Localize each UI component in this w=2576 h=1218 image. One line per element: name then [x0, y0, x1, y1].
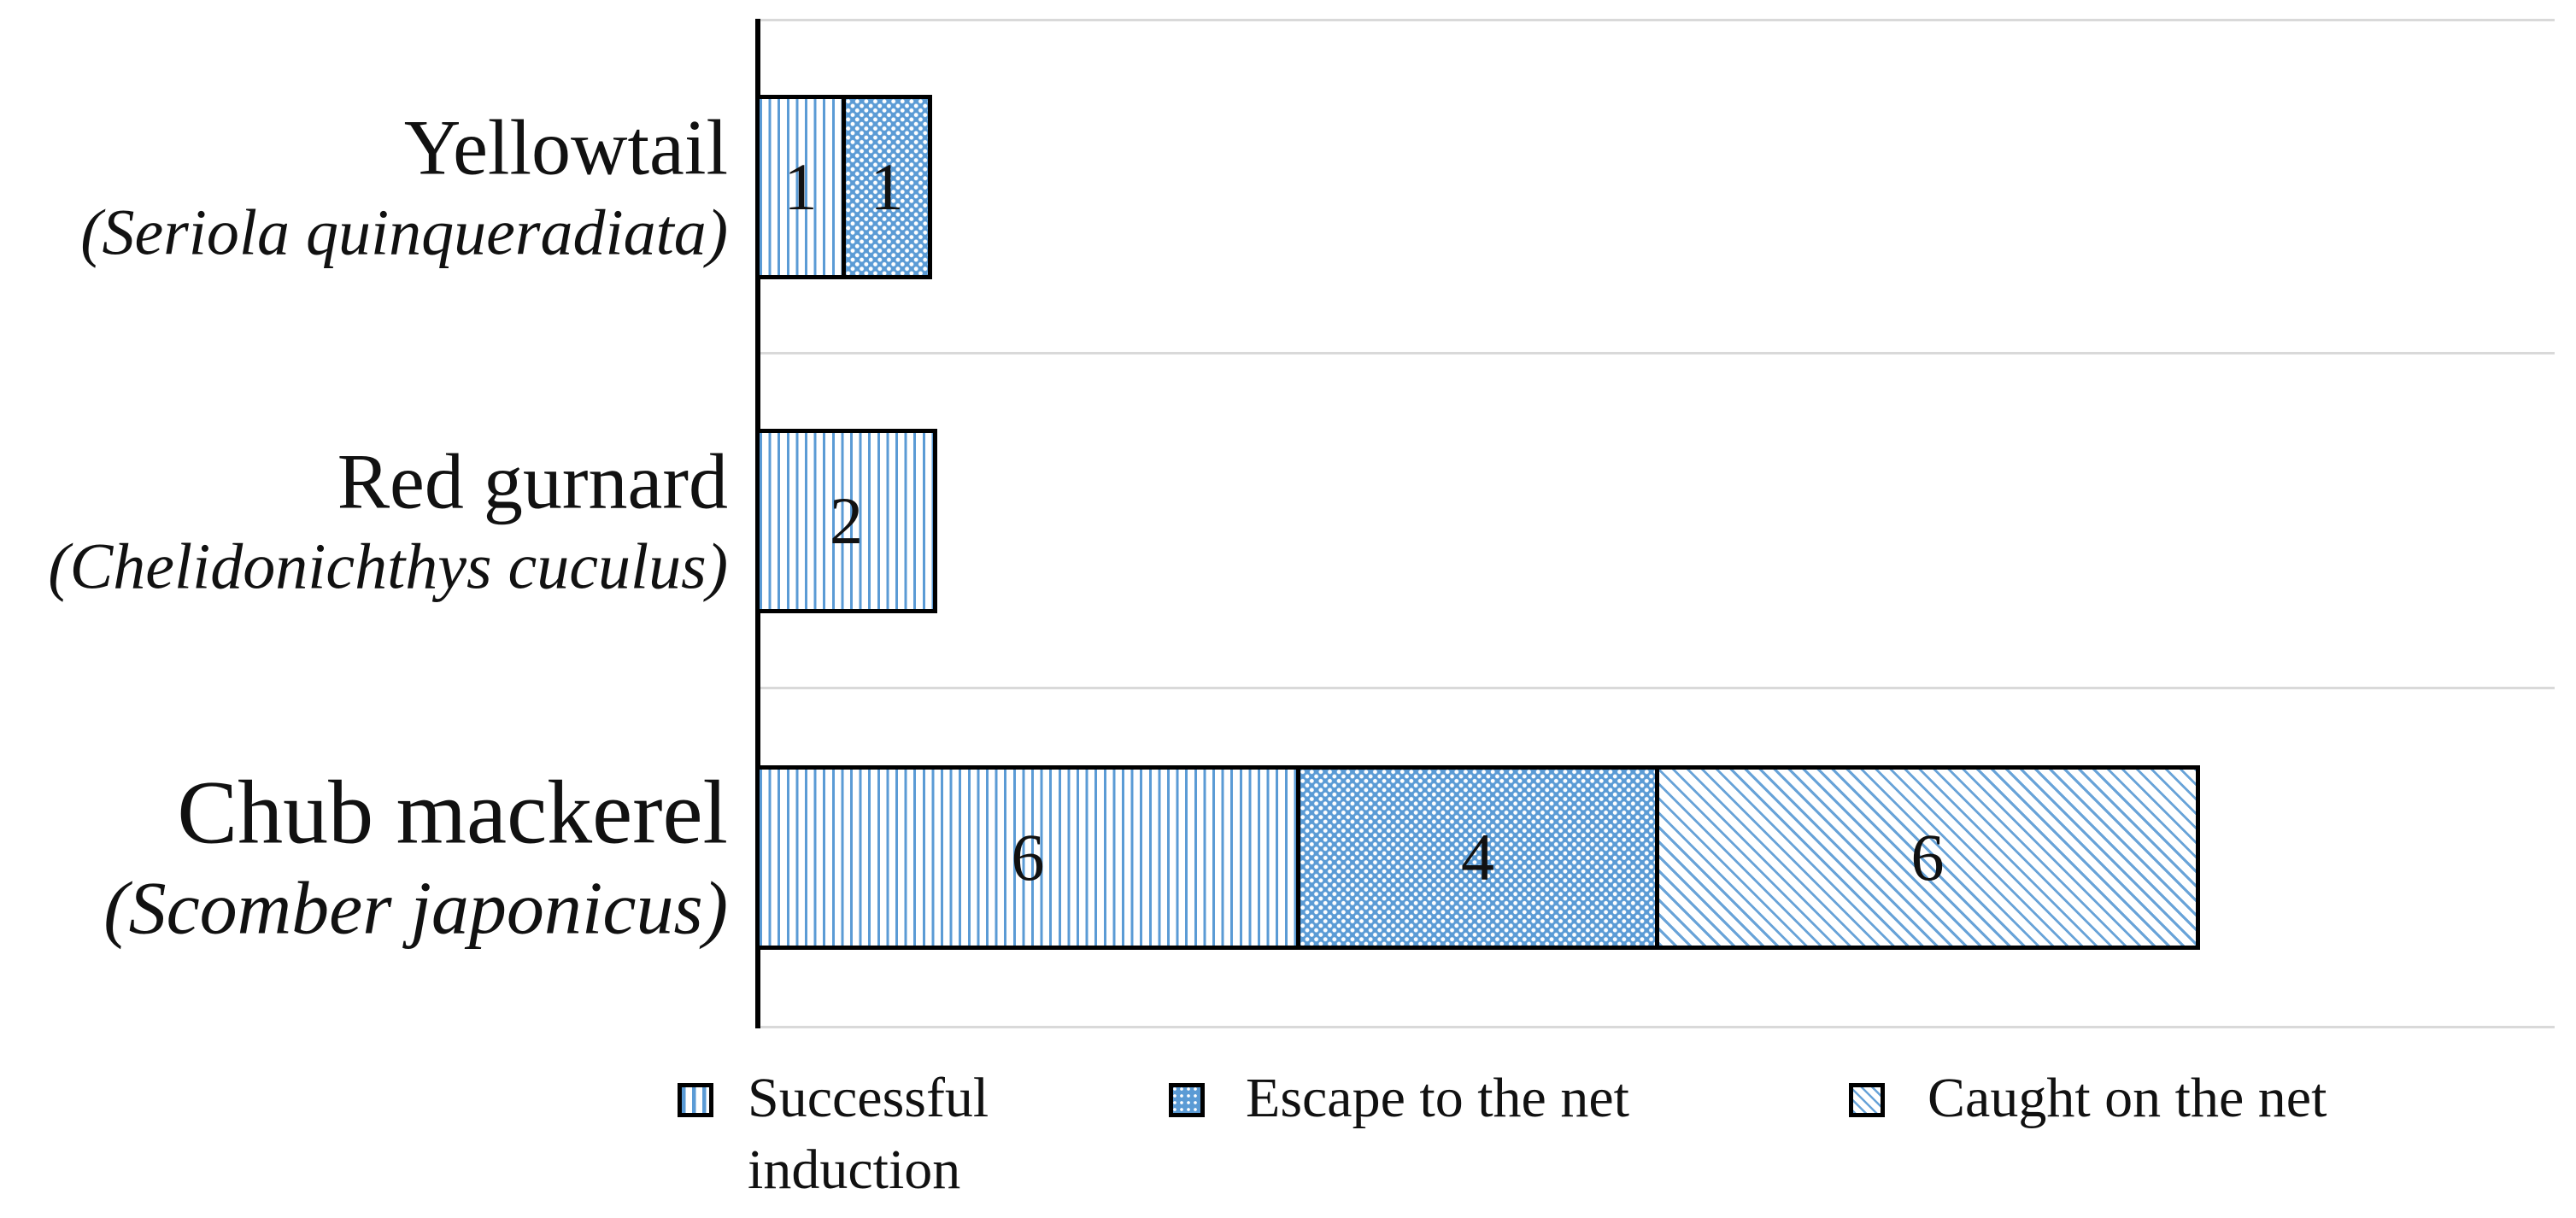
category-name: Red gurnard [337, 437, 728, 525]
category-scientific-name: (Chelidonichthys cuculus) [48, 530, 728, 602]
bar-value-label: 1 [783, 149, 818, 224]
category-gridline [755, 1026, 2555, 1028]
category-label-yellowtail: Yellowtail (Seriola quinqueradiata) [80, 102, 728, 272]
category-gridline [755, 19, 2555, 21]
legend-swatch-diagonal-hatch-icon [1849, 1083, 1885, 1117]
legend-label-successful-induction: Successful induction [748, 1067, 989, 1201]
bar-segment-escape-to-the-net: 1 [842, 95, 932, 279]
category-scientific-name: (Scomber japonicus) [103, 867, 728, 951]
bar-segment-successful-induction: 2 [755, 429, 937, 613]
category-name: Yellowtail [403, 103, 728, 191]
bar-segment-caught-on-the-net: 6 [1655, 765, 2200, 950]
bar-value-label: 6 [1011, 820, 1045, 894]
legend-label-caught-on-the-net: Caught on the net [1928, 1067, 2327, 1129]
bar-segment-successful-induction: 6 [755, 765, 1300, 950]
category-scientific-name: (Seriola quinqueradiata) [80, 196, 728, 268]
legend-swatch-dots-icon [1169, 1083, 1205, 1117]
bar-segment-successful-induction: 1 [755, 95, 846, 279]
category-label-red-gurnard: Red gurnard (Chelidonichthys cuculus) [48, 436, 728, 606]
legend-label-escape-to-the-net: Escape to the net [1246, 1067, 1629, 1129]
category-gridline [755, 687, 2555, 689]
bar-value-label: 2 [830, 483, 863, 558]
category-label-chub-mackerel: Chub mackerel (Scomber japonicus) [103, 762, 728, 954]
bar-row-red-gurnard: 2 [755, 429, 937, 613]
bar-row-chub-mackerel: 6 4 6 [755, 765, 2200, 950]
bar-value-label: 4 [1461, 820, 1494, 894]
bar-value-label: 6 [1910, 820, 1945, 894]
category-name: Chub mackerel [177, 762, 728, 863]
bar-segment-escape-to-the-net: 4 [1296, 765, 1659, 950]
bar-value-label: 1 [870, 149, 904, 224]
category-gridline [755, 352, 2555, 354]
legend-swatch-vertical-stripes-icon [678, 1083, 713, 1117]
